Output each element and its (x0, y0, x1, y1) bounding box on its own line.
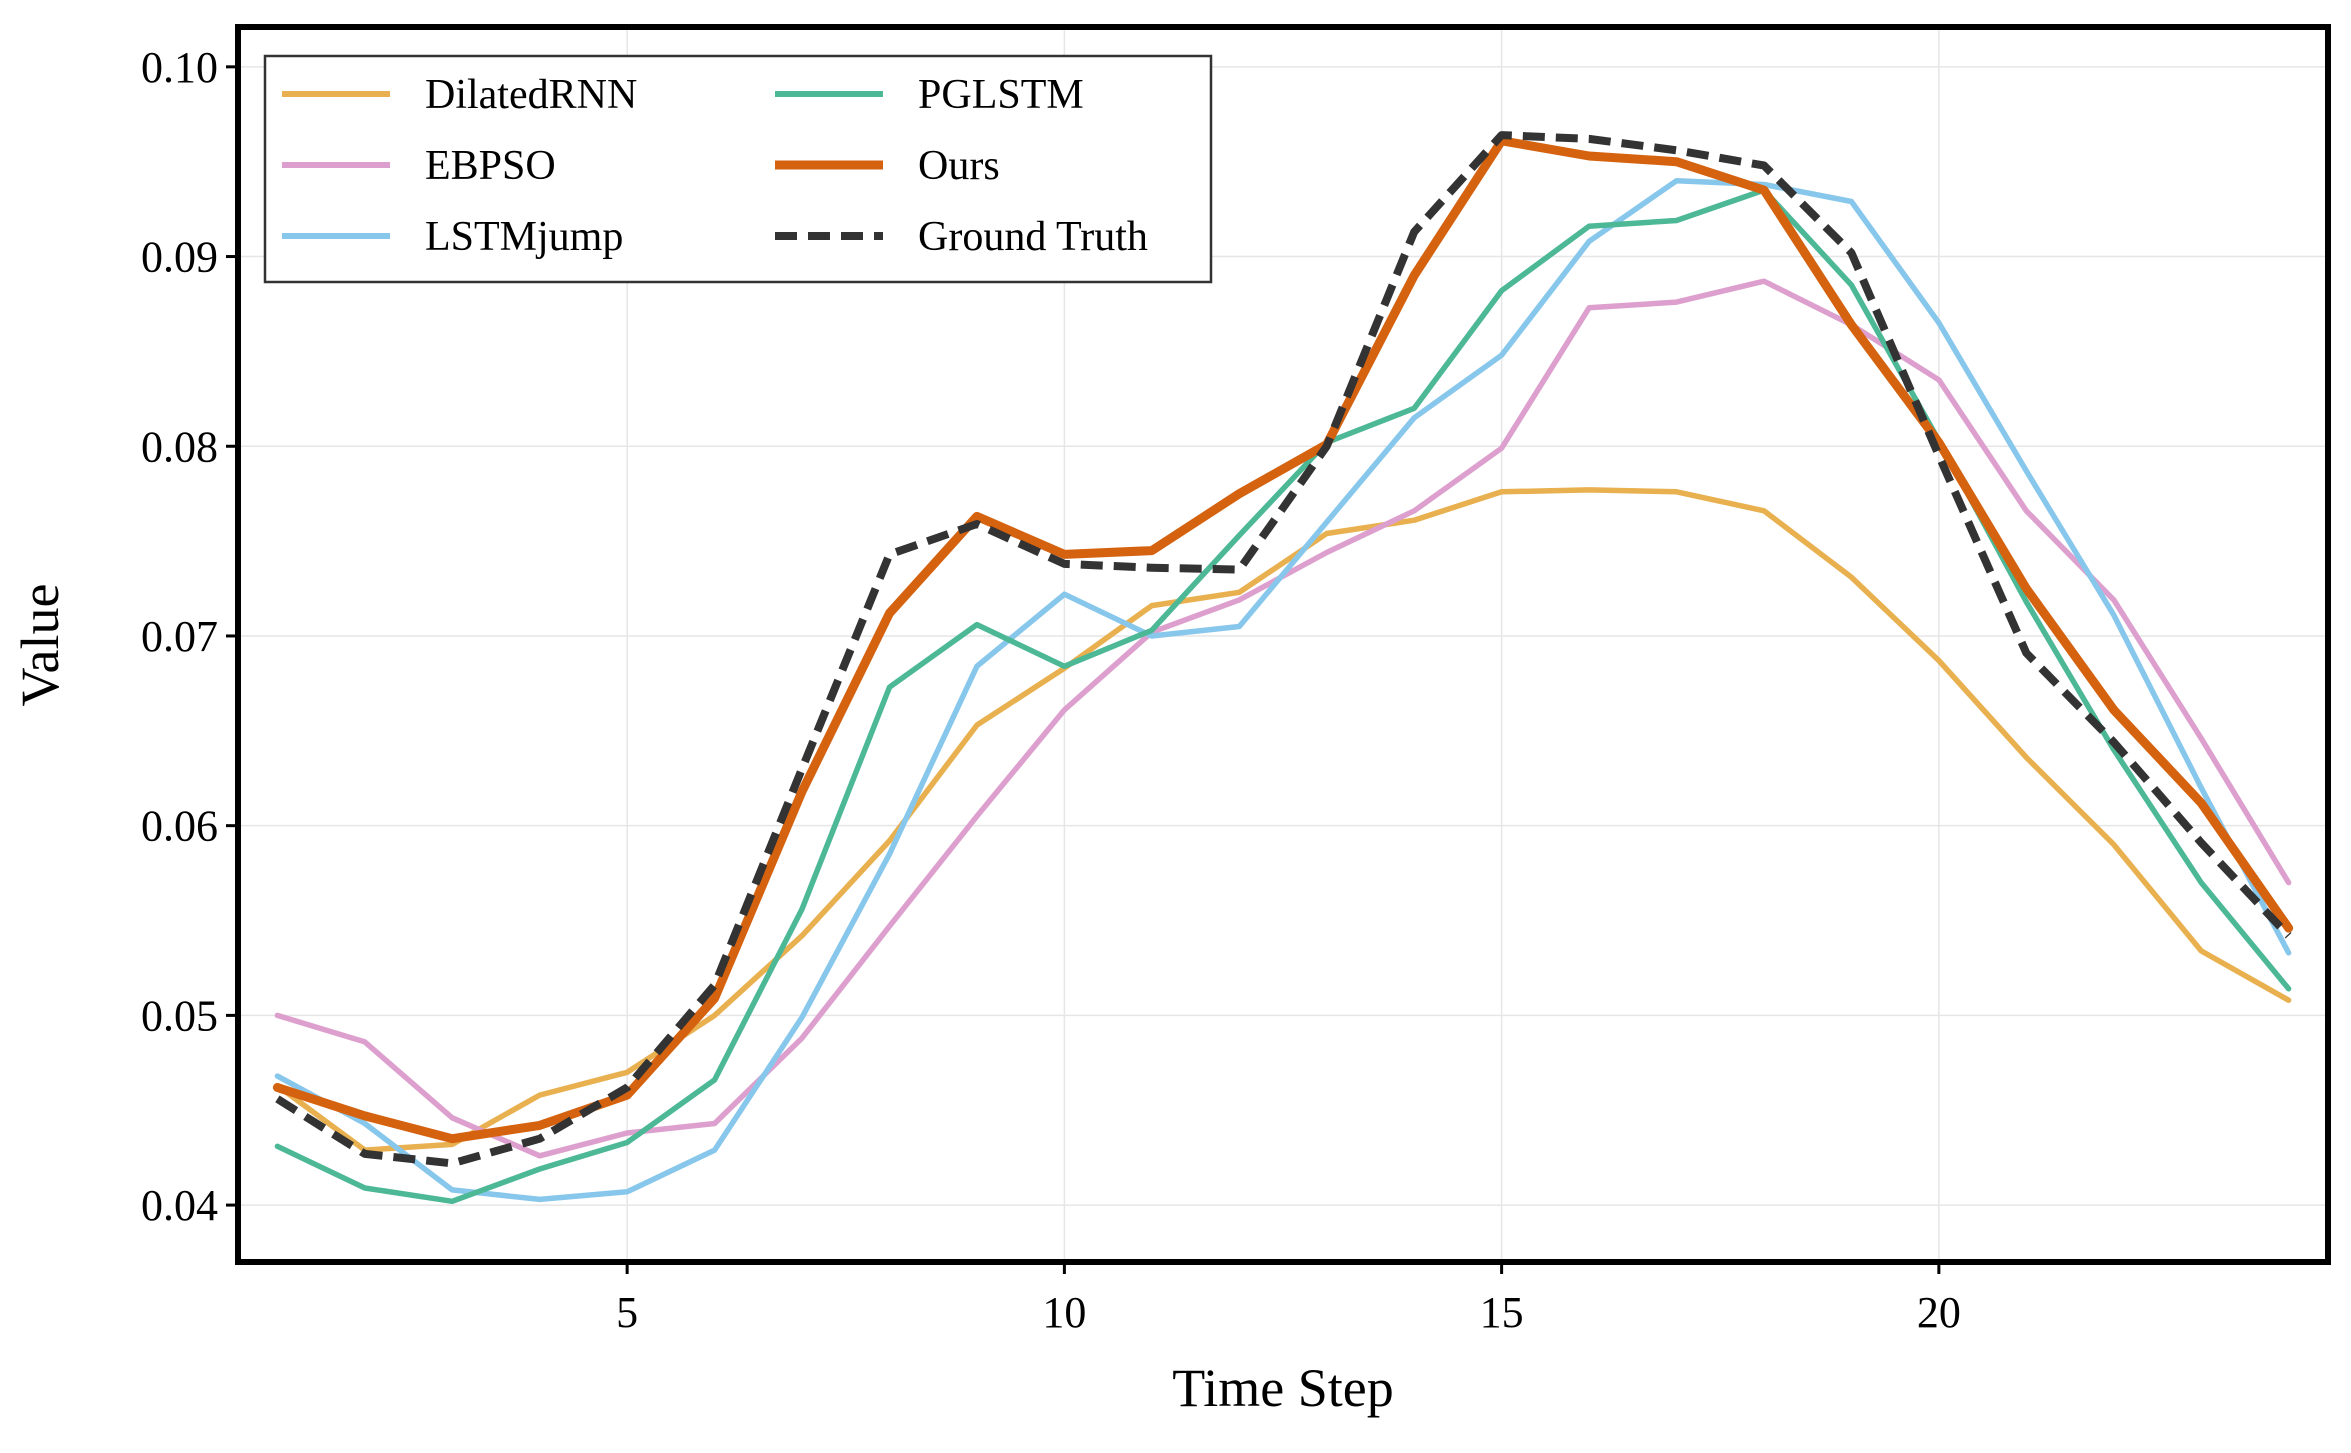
y-tick-label: 0.05 (141, 991, 218, 1040)
legend-label-ebpso: EBPSO (425, 143, 556, 189)
y-tick-label: 0.07 (141, 612, 218, 661)
axis-ticks: 5 10 15 20 0.04 0.05 0.06 0.07 0.08 0.09 0.10 (141, 43, 1961, 1337)
series-line-dilatedrnn (274, 487, 2292, 1153)
y-tick-label: 0.09 (141, 233, 218, 282)
y-axis-title: Value (10, 584, 70, 707)
legend-box (263, 54, 1213, 284)
y-tick-label: 0.06 (141, 802, 218, 851)
y-tick-label: 0.04 (141, 1181, 218, 1230)
series-lines (272, 131, 2294, 1205)
series-line-ebpso (274, 278, 2292, 1159)
legend: DilatedRNN EBPSO LSTMjump PGLSTM Ours Gr… (263, 54, 1213, 284)
legend-label-lstmjump: LSTMjump (425, 214, 623, 260)
x-tick-label: 5 (616, 1288, 638, 1337)
x-axis-title: Time Step (1172, 1358, 1394, 1418)
series-line-pglstm (274, 187, 2292, 1205)
legend-label-dilatedrnn: DilatedRNN (425, 72, 637, 118)
x-tick-label: 10 (1042, 1288, 1086, 1337)
x-tick-label: 20 (1917, 1288, 1961, 1337)
legend-label-pglstm: PGLSTM (918, 72, 1084, 118)
legend-label-ours: Ours (918, 143, 1000, 189)
series-line-ours (272, 136, 2294, 1144)
y-tick-label: 0.08 (141, 422, 218, 471)
x-tick-label: 15 (1480, 1288, 1524, 1337)
series-line-ground-truth (275, 131, 2292, 1168)
series-line-lstmjump (274, 177, 2292, 1203)
plot-frame (235, 24, 2331, 1265)
legend-label-ground-truth: Ground Truth (918, 214, 1148, 260)
y-tick-label: 0.10 (141, 43, 218, 92)
